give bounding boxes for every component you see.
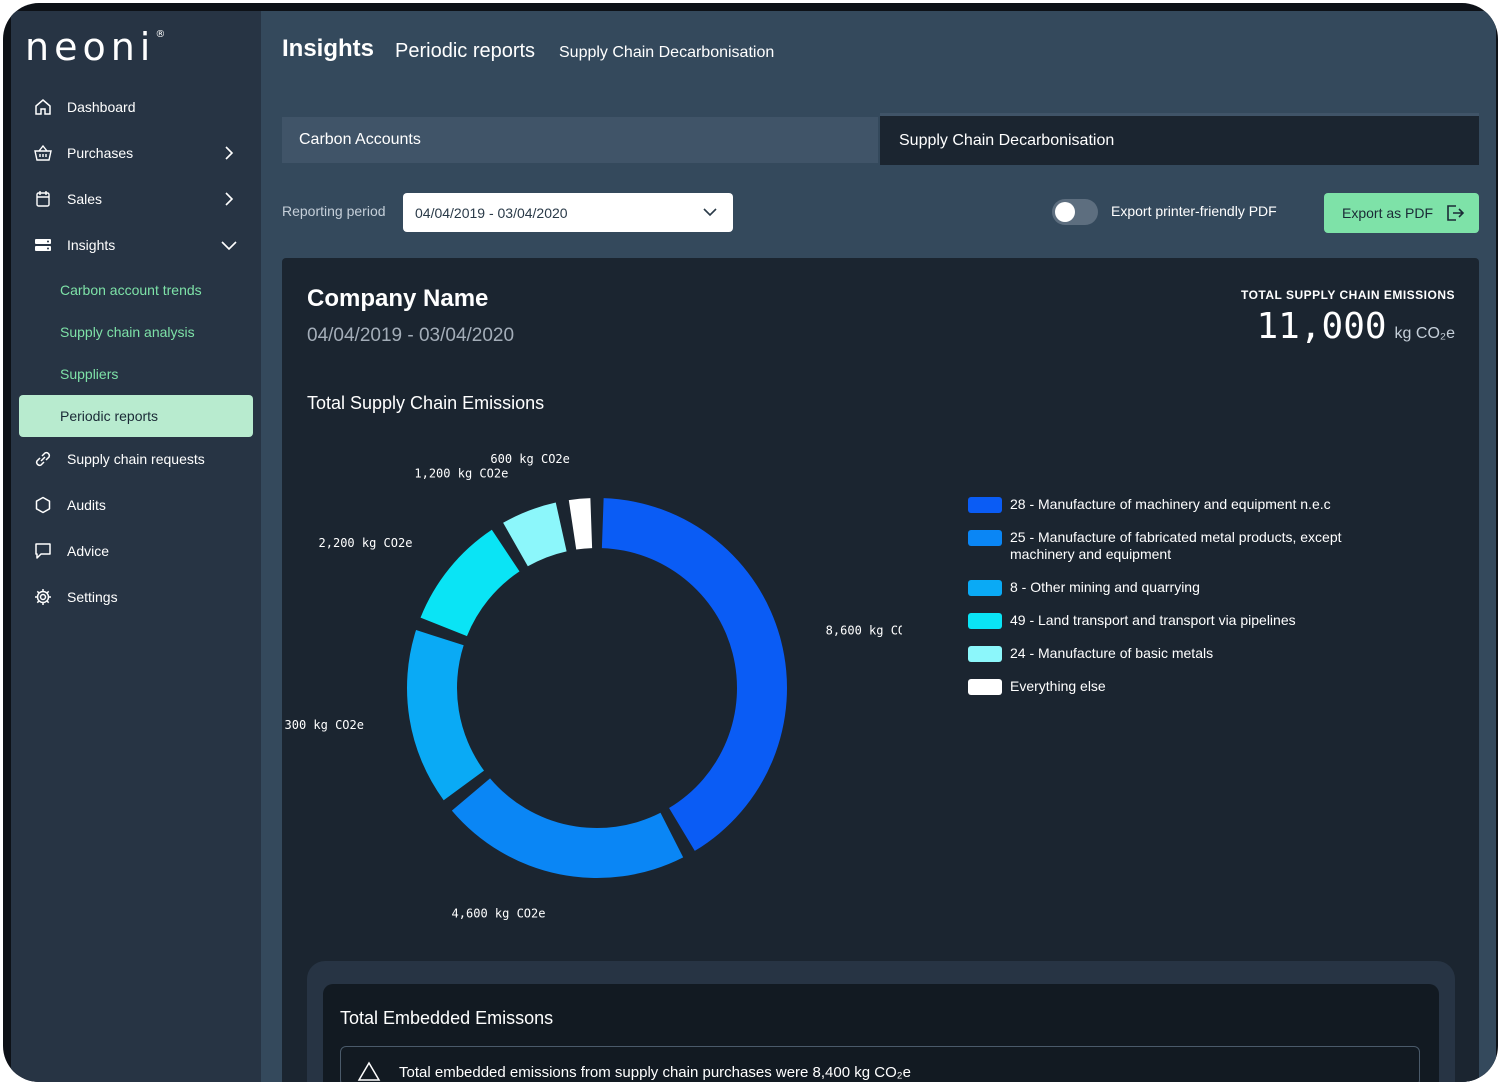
toggle-knob <box>1055 202 1075 222</box>
report-card: Company Name 04/04/2019 - 03/04/2020 TOT… <box>282 258 1479 1082</box>
sidebar-item-label: Supply chain requests <box>67 451 205 467</box>
chevron-down-icon <box>701 203 719 224</box>
breadcrumb: Insights Periodic reports Supply Chain D… <box>261 11 1496 106</box>
legend-item: 8 - Other mining and quarrying <box>968 579 1388 596</box>
sidebar-item-dashboard[interactable]: Dashboard <box>19 86 253 128</box>
chevron-right-icon[interactable] <box>219 143 239 163</box>
breadcrumb-periodic-reports[interactable]: Periodic reports <box>395 40 536 62</box>
sidebar-item-supply-chain-requests[interactable]: Supply chain requests <box>19 438 253 480</box>
chevron-down-icon[interactable] <box>219 235 239 255</box>
legend-swatch <box>968 679 1002 695</box>
total-emissions-value: 11,000 kg CO₂e <box>1257 306 1456 347</box>
legend-label: 8 - Other mining and quarrying <box>1010 579 1200 595</box>
sidebar-item-sales[interactable]: Sales <box>19 178 253 220</box>
donut-data-label: 4,600 kg CO2e <box>452 906 546 920</box>
legend-swatch <box>968 646 1002 662</box>
legend-swatch <box>968 497 1002 513</box>
sidebar-item-audits[interactable]: Audits <box>19 484 253 526</box>
export-icon <box>1445 203 1465 226</box>
legend-swatch <box>968 530 1002 546</box>
sidebar-item-label: Settings <box>67 589 118 605</box>
chart-legend: 28 - Manufacture of machinery and equipm… <box>968 496 1388 711</box>
legend-item: Everything else <box>968 678 1388 695</box>
legend-swatch <box>968 580 1002 596</box>
gear-icon <box>33 587 53 607</box>
reporting-period-label: Reporting period <box>282 203 386 219</box>
reporting-period-value: 04/04/2019 - 03/04/2020 <box>415 204 568 221</box>
total-emissions-number: 11,000 <box>1256 306 1387 347</box>
embedded-emissions-text: Total embedded emissions from supply cha… <box>399 1064 911 1081</box>
store-icon <box>33 189 53 209</box>
chart-title: Total Supply Chain Emissions <box>307 393 545 413</box>
reporting-period-select[interactable]: 04/04/2019 - 03/04/2020 <box>403 193 733 232</box>
sidebar-subitem-suppliers[interactable]: Suppliers <box>60 366 119 382</box>
legend-label: 49 - Land transport and transport via pi… <box>1010 612 1296 628</box>
sidebar: neoni® Dashboard Purchases Sales <box>11 11 261 1082</box>
export-pdf-label: Export as PDF <box>1342 205 1434 221</box>
sidebar-subitem-supply-chain-analysis[interactable]: Supply chain analysis <box>60 324 195 340</box>
legend-item: 24 - Manufacture of basic metals <box>968 645 1388 662</box>
neoni-logo[interactable]: neoni® <box>25 25 166 69</box>
export-pdf-button[interactable]: Export as PDF <box>1324 193 1479 233</box>
chat-icon <box>33 541 53 561</box>
tab-carbon-accounts[interactable]: Carbon Accounts <box>282 117 878 163</box>
link-icon <box>33 449 53 469</box>
company-name: Company Name <box>307 285 489 312</box>
sidebar-item-purchases[interactable]: Purchases <box>19 132 253 174</box>
report-tabs: Carbon Accounts Supply Chain Decarbonisa… <box>282 113 1479 165</box>
server-icon <box>33 235 53 255</box>
legend-label: Everything else <box>1010 678 1106 694</box>
embedded-emissions-section: Total Embedded Emissons Total embedded e… <box>307 961 1455 1082</box>
emissions-donut-chart: 8,600 kg CO2e 4,600 kg CO2e 3,300 kg CO2e 2… <box>282 452 902 920</box>
sidebar-subitem-carbon-account-trends[interactable]: Carbon account trends <box>60 282 202 298</box>
sidebar-item-label: Sales <box>67 191 103 207</box>
sidebar-item-label: Advice <box>67 543 110 559</box>
report-dates: 04/04/2019 - 03/04/2020 <box>307 325 515 346</box>
app-frame: neoni® Dashboard Purchases Sales <box>3 3 1498 1082</box>
sidebar-item-advice[interactable]: Advice <box>19 530 253 572</box>
sidebar-item-label: Purchases <box>67 145 134 161</box>
sidebar-item-label: Insights <box>67 237 116 253</box>
donut-slice[interactable] <box>601 498 788 851</box>
sidebar-item-insights[interactable]: Insights <box>19 224 253 266</box>
total-emissions-label: TOTAL SUPPLY CHAIN EMISSIONS <box>1240 288 1455 302</box>
legend-item: 28 - Manufacture of machinery and equipm… <box>968 496 1388 513</box>
circle-icon <box>33 495 53 515</box>
sidebar-item-settings[interactable]: Settings <box>19 576 253 618</box>
donut-slice[interactable] <box>568 498 593 550</box>
embedded-emissions-card: Total Embedded Emissons Total embedded e… <box>323 984 1439 1082</box>
breadcrumb-current: Supply Chain Decarbonisation <box>559 44 775 61</box>
donut-slice[interactable] <box>503 502 567 567</box>
donut-data-label: 8,600 kg CO2e <box>826 623 902 637</box>
donut-data-label: 3,300 kg CO2e <box>282 718 364 732</box>
tab-supply-chain-decarbonisation[interactable]: Supply Chain Decarbonisation <box>880 113 1479 165</box>
donut-data-label: 1,200 kg CO2e <box>414 466 508 480</box>
donut-slice[interactable] <box>406 630 485 801</box>
chevron-right-icon[interactable] <box>219 189 239 209</box>
legend-label: 25 - Manufacture of fabricated metal pro… <box>1010 529 1342 562</box>
legend-item: 25 - Manufacture of fabricated metal pro… <box>968 529 1388 563</box>
sidebar-item-label: Dashboard <box>67 99 136 115</box>
embedded-emissions-note: Total embedded emissions from supply cha… <box>340 1046 1420 1082</box>
sidebar-item-label: Audits <box>67 497 106 513</box>
printer-friendly-label: Export printer-friendly PDF <box>1111 203 1277 219</box>
donut-slice[interactable] <box>451 778 684 878</box>
donut-slice[interactable] <box>420 529 520 637</box>
donut-data-label: 2,200 kg CO2e <box>319 536 413 550</box>
warning-icon <box>357 1061 381 1082</box>
legend-item: 49 - Land transport and transport via pi… <box>968 612 1388 629</box>
legend-label: 28 - Manufacture of machinery and equipm… <box>1010 496 1331 512</box>
total-emissions-unit: kg CO₂e <box>1394 325 1455 342</box>
home-icon <box>33 97 53 117</box>
main-content: Insights Periodic reports Supply Chain D… <box>261 11 1496 1082</box>
legend-swatch <box>968 613 1002 629</box>
sidebar-subitem-periodic-reports[interactable]: Periodic reports <box>19 395 253 437</box>
embedded-emissions-title: Total Embedded Emissons <box>340 1008 554 1028</box>
breadcrumb-insights[interactable]: Insights <box>282 35 375 62</box>
printer-friendly-toggle[interactable] <box>1052 199 1098 225</box>
basket-icon <box>33 143 53 163</box>
donut-data-label: 600 kg CO2e <box>490 452 569 466</box>
legend-label: 24 - Manufacture of basic metals <box>1010 645 1214 661</box>
